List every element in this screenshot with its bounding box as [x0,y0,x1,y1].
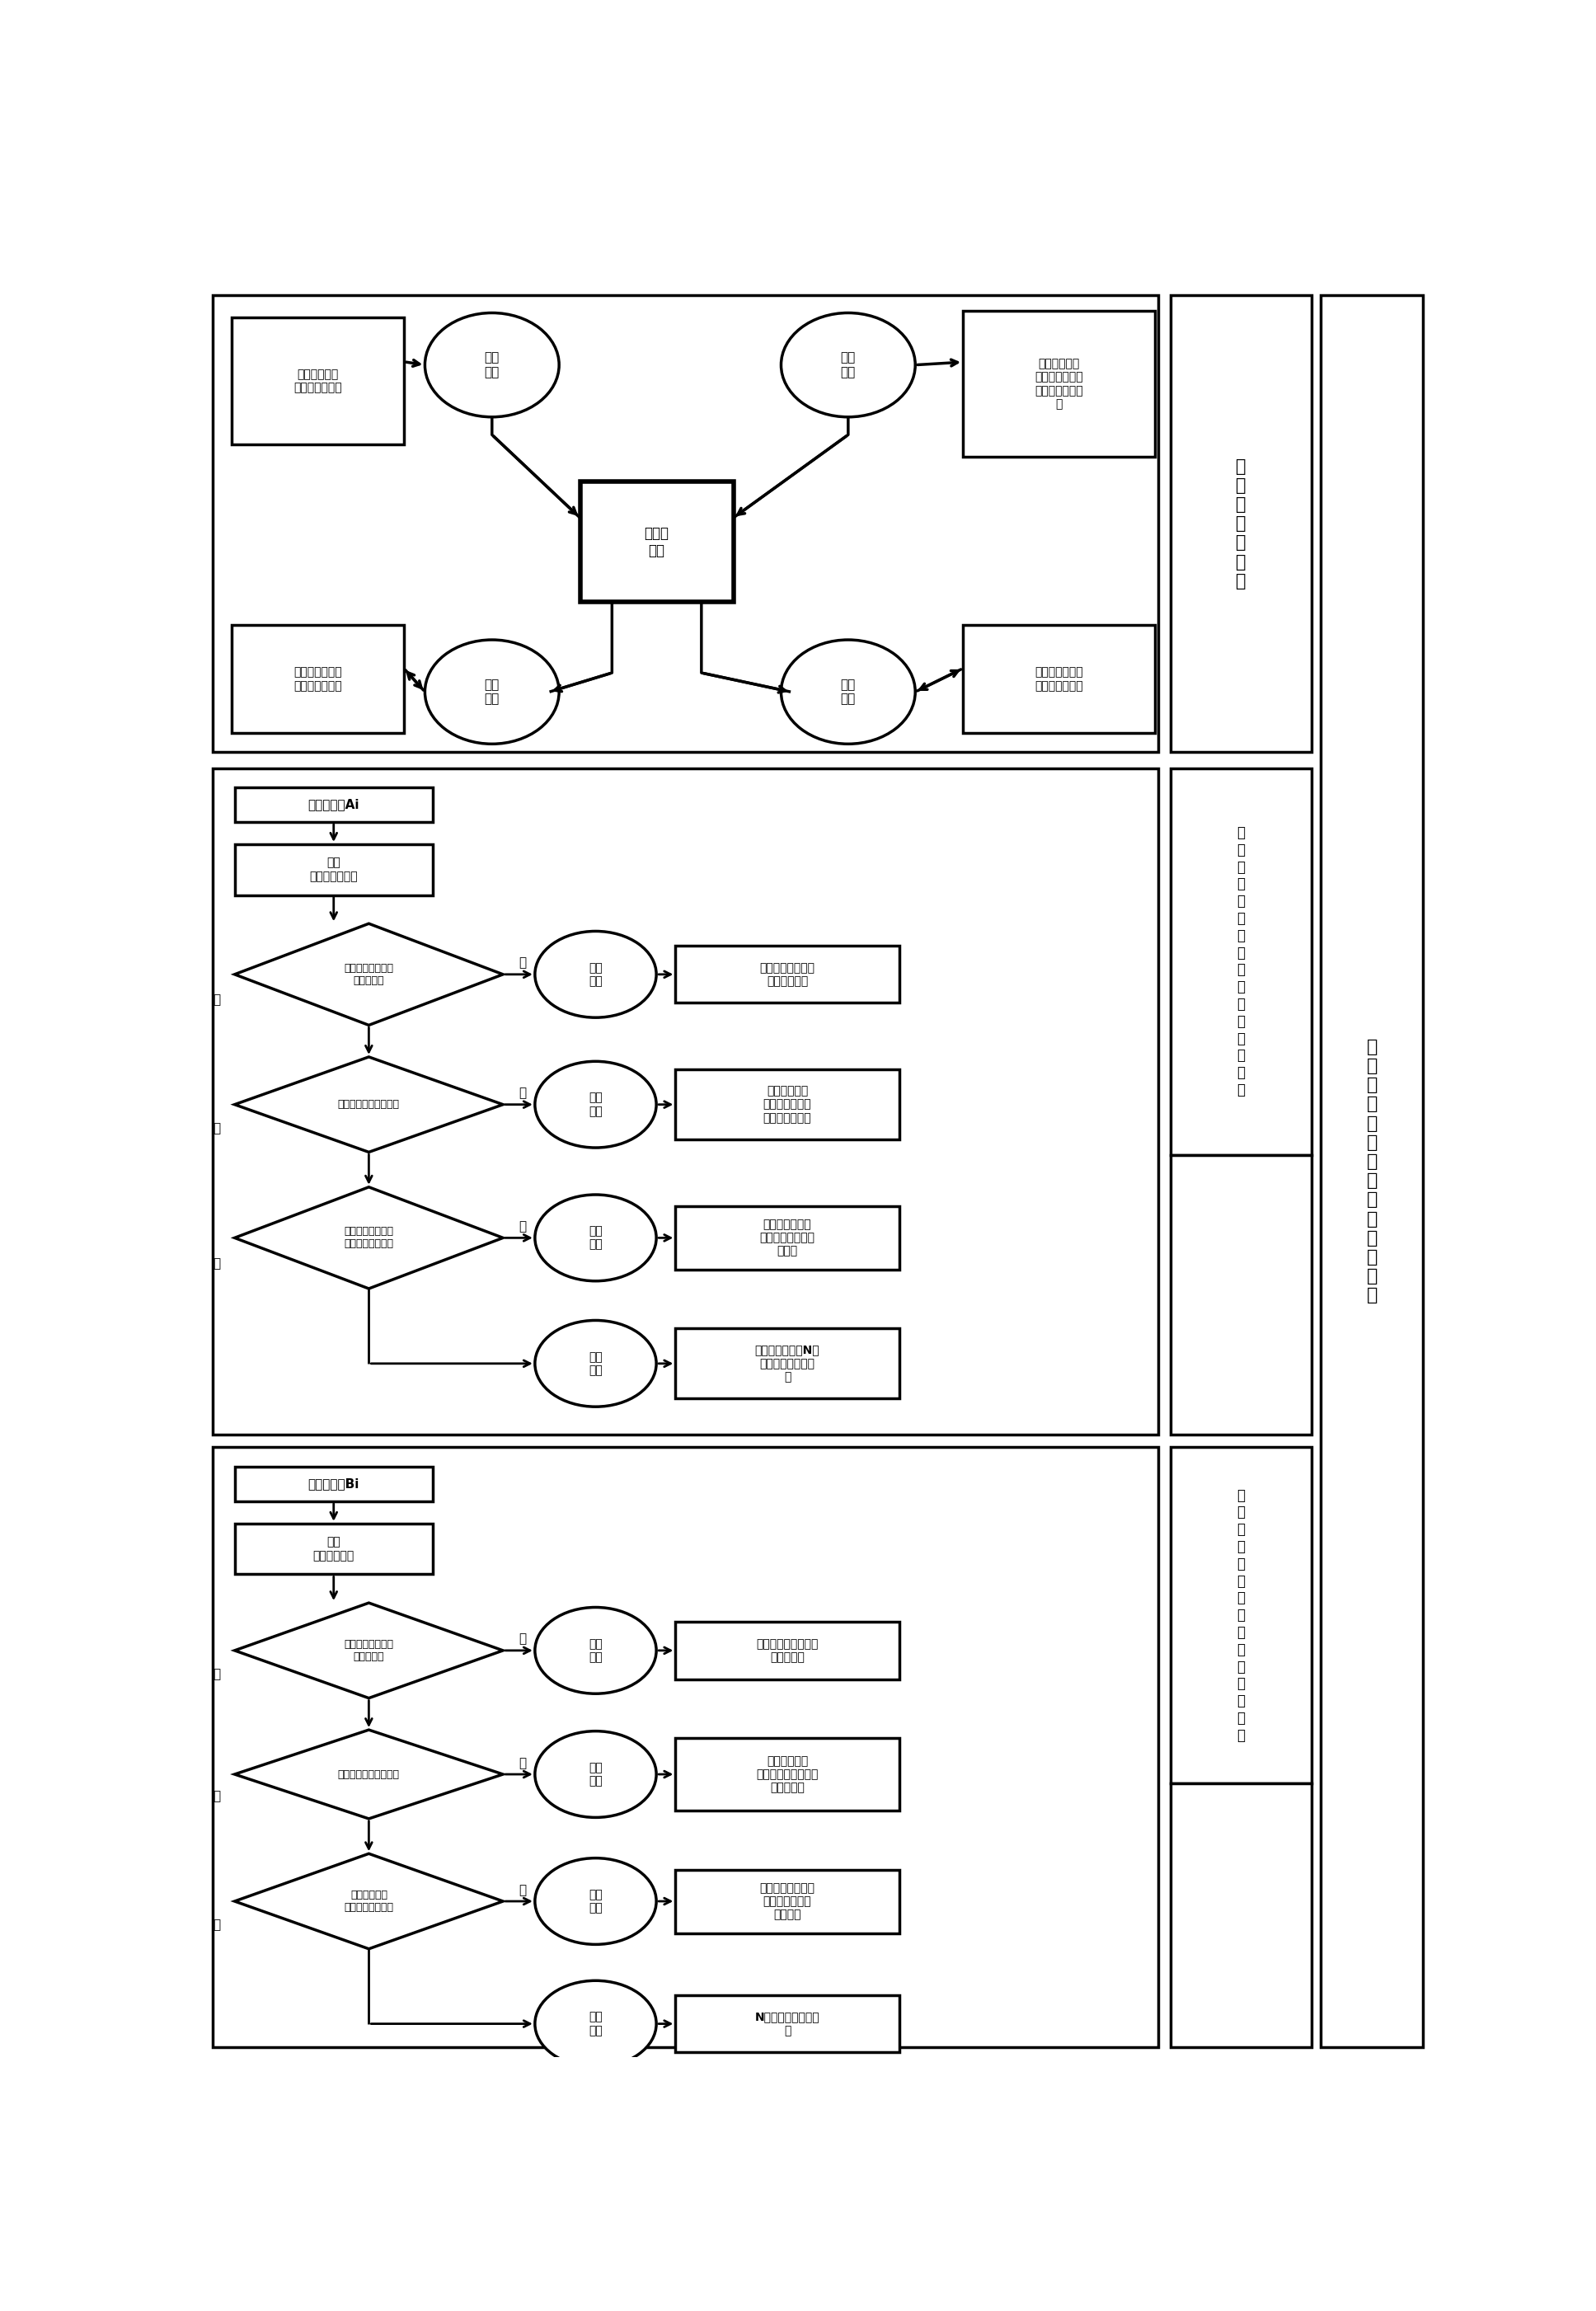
FancyBboxPatch shape [1321,296,1424,2048]
Text: 统计企业次日是否
能参与调峰: 统计企业次日是否 能参与调峰 [345,964,394,987]
Text: 是: 是 [519,1086,527,1100]
Text: 统计
次日激励负荷: 统计 次日激励负荷 [313,1537,354,1562]
FancyBboxPatch shape [675,1622,899,1680]
Text: 停休
模式: 停休 模式 [485,351,500,379]
Text: 紧急
模式: 紧急 模式 [589,1093,603,1116]
Text: 可
中
断
负
荷
参
与
新
能
源
发
电
调
峙
模
式: 可 中 断 负 荷 参 与 新 能 源 发 电 调 峙 模 式 [1237,825,1245,1098]
Text: 停休
模式: 停休 模式 [589,1638,603,1664]
Text: 风电出力突降
配合常规深度调
峰、紧急切负荷: 风电出力突降 配合常规深度调 峰、紧急切负荷 [763,1086,811,1123]
FancyBboxPatch shape [1170,1156,1312,1435]
Text: 否: 否 [212,1123,220,1135]
FancyBboxPatch shape [675,1870,899,1932]
FancyBboxPatch shape [1170,1447,1312,1784]
FancyBboxPatch shape [235,788,433,823]
FancyBboxPatch shape [1170,296,1312,751]
Ellipse shape [425,312,559,416]
Text: 是: 是 [212,1918,220,1932]
Text: 企业设备检修、线路
故障等原因: 企业设备检修、线路 故障等原因 [757,1638,819,1664]
Text: 是: 是 [519,1756,527,1768]
Polygon shape [235,1604,503,1699]
Ellipse shape [535,1320,656,1407]
Text: 统计
次日可中断负荷: 统计 次日可中断负荷 [310,857,358,883]
Text: 高载能企业Bi: 高载能企业Bi [308,1477,359,1491]
FancyBboxPatch shape [235,1467,433,1502]
Text: 高载能企业Ai: 高载能企业Ai [308,797,359,811]
Text: 激
励
负
荷
参
与
新
能
源
发
电
调
峙
模
式: 激 励 负 荷 参 与 新 能 源 发 电 调 峙 模 式 [1237,1488,1245,1742]
Text: 系统调峰压力小
负荷不参与调峰: 系统调峰压力小 负荷不参与调峰 [294,668,342,691]
Text: 否: 否 [519,1883,527,1895]
Polygon shape [235,924,503,1026]
Text: 计算调峰缺口，N个
可中断负荷优化调
峰: 计算调峰缺口，N个 可中断负荷优化调 峰 [755,1345,820,1382]
Text: 根据电网调度分
段优化调控负荷: 根据电网调度分 段优化调控负荷 [1034,668,1084,691]
Text: 正常
模式: 正常 模式 [485,679,500,705]
Text: 否: 否 [519,957,527,968]
Text: 高
载
能
负
荷
多
时
间
尺
度
调
节
模
式: 高 载 能 负 荷 多 时 间 尺 度 调 节 模 式 [1366,1038,1377,1303]
Text: 紧急
模式: 紧急 模式 [589,1761,603,1786]
Ellipse shape [535,1061,656,1149]
Polygon shape [235,1188,503,1290]
Ellipse shape [535,1858,656,1944]
Text: 调峰
模式: 调峰 模式 [589,2011,603,2036]
FancyBboxPatch shape [1170,767,1312,1156]
Text: 调峰
模式: 调峰 模式 [841,679,855,705]
Text: 正常
模式: 正常 模式 [589,1225,603,1250]
Text: 是: 是 [212,994,220,1005]
Text: 企业设备检修
线路故障等情况: 企业设备检修 线路故障等情况 [294,367,342,393]
Ellipse shape [535,1731,656,1816]
Text: 风电出力突变
配合常规深度调
峰，紧急调控负
荷: 风电出力突变 配合常规深度调 峰，紧急调控负 荷 [1034,358,1084,409]
FancyBboxPatch shape [962,312,1154,458]
FancyBboxPatch shape [231,626,404,733]
FancyBboxPatch shape [675,1994,899,2052]
Text: 调峰
模式: 调峰 模式 [589,1352,603,1375]
Text: 风电出力突增
配合常规深度调峰，
紧急投负荷: 风电出力突增 配合常规深度调峰， 紧急投负荷 [757,1754,819,1793]
Text: 多
运
行
模
式
交
替: 多 运 行 模 式 交 替 [1235,458,1246,589]
Text: 紧急
模式: 紧急 模式 [841,351,855,379]
Text: 系统吸纳能力充足
负荷不参与调控
正常运行: 系统吸纳能力充足 负荷不参与调控 正常运行 [760,1881,816,1920]
FancyBboxPatch shape [212,767,1157,1435]
Text: 统计企业次日是否
能参与调峰: 统计企业次日是否 能参与调峰 [345,1638,394,1662]
Text: 否: 否 [212,1791,220,1803]
Polygon shape [235,1853,503,1948]
Text: 正常
模式: 正常 模式 [589,1888,603,1914]
Text: N个激励负荷优化调
峰: N个激励负荷优化调 峰 [755,2011,820,2036]
Polygon shape [235,1731,503,1819]
Ellipse shape [425,640,559,744]
Ellipse shape [535,931,656,1017]
Ellipse shape [780,640,915,744]
Text: 是: 是 [212,1669,220,1680]
Text: 用电低谷时期
是否需要参与调节: 用电低谷时期 是否需要参与调节 [345,1890,394,1914]
FancyBboxPatch shape [675,1070,899,1139]
FancyBboxPatch shape [1170,1784,1312,2048]
FancyBboxPatch shape [675,1206,899,1269]
Text: 否: 否 [519,1634,527,1645]
FancyBboxPatch shape [962,626,1154,733]
Text: 是否启动紧急调控模式: 是否启动紧急调控模式 [338,1100,399,1109]
Polygon shape [235,1056,503,1153]
Ellipse shape [535,1608,656,1694]
FancyBboxPatch shape [675,1329,899,1398]
Text: 企业设备检修、线
路故障等原因: 企业设备检修、线 路故障等原因 [760,961,816,987]
Text: 是: 是 [212,1257,220,1269]
FancyBboxPatch shape [675,1738,899,1812]
Text: 是否存在调峰缺口
是否需要参与调峰: 是否存在调峰缺口 是否需要参与调峰 [345,1227,394,1250]
FancyBboxPatch shape [212,1447,1157,2048]
Text: 高载能
企业: 高载能 企业 [645,527,669,557]
Ellipse shape [535,1195,656,1280]
Text: 否: 否 [519,1220,527,1232]
Ellipse shape [535,1981,656,2066]
Ellipse shape [780,312,915,416]
FancyBboxPatch shape [579,481,733,603]
FancyBboxPatch shape [212,296,1157,751]
FancyBboxPatch shape [235,844,433,894]
FancyBboxPatch shape [231,317,404,444]
Text: 系统调峰压力小
负荷不参与调控正
常运行: 系统调峰压力小 负荷不参与调控正 常运行 [760,1218,816,1257]
FancyBboxPatch shape [235,1523,433,1574]
FancyBboxPatch shape [675,945,899,1003]
Text: 停休
模式: 停休 模式 [589,961,603,987]
Text: 是否启动紧急调控模式: 是否启动紧急调控模式 [338,1768,399,1779]
